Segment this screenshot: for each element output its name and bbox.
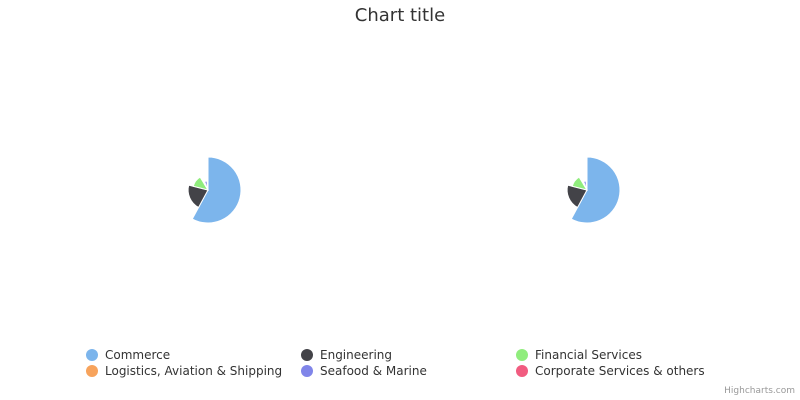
pie-slice-1-5[interactable] — [203, 180, 209, 191]
legend-label: Commerce — [105, 348, 171, 362]
legend-item-financial-services[interactable]: Financial Services — [516, 347, 642, 363]
legend-marker-financial-services — [516, 349, 528, 361]
legend-label: Corporate Services & others — [535, 364, 705, 378]
pie-slice-1-1[interactable] — [191, 156, 242, 224]
pie-slice-2-1[interactable] — [570, 156, 621, 224]
pie-series-1 — [187, 156, 242, 224]
legend-marker-corporate-services — [516, 365, 528, 377]
legend-item-commerce[interactable]: Commerce — [86, 347, 170, 363]
legend-marker-engineering — [301, 349, 313, 361]
legend-marker-seafood-marine — [301, 365, 313, 377]
chart-title: Chart title — [354, 5, 446, 26]
pie-slice-2-2[interactable] — [566, 184, 588, 209]
pie-slice-2-5[interactable] — [582, 180, 588, 191]
pie-slice-1-6[interactable] — [206, 183, 209, 191]
legend-marker-logistics — [86, 365, 98, 377]
legend-label: Engineering — [320, 348, 392, 362]
pie-slice-1-3[interactable] — [192, 176, 210, 191]
pie-series-2 — [566, 156, 621, 224]
legend-item-seafood-marine[interactable]: Seafood & Marine — [301, 363, 427, 379]
legend-label: Seafood & Marine — [320, 364, 427, 378]
legend-label: Financial Services — [535, 348, 642, 362]
legend: Commerce Engineering Financial Services … — [0, 347, 800, 383]
pie-slice-2-6[interactable] — [585, 183, 588, 191]
legend-item-engineering[interactable]: Engineering — [301, 347, 392, 363]
pie-slice-1-2[interactable] — [187, 184, 209, 209]
legend-item-logistics[interactable]: Logistics, Aviation & Shipping — [86, 363, 282, 379]
legend-marker-commerce — [86, 349, 98, 361]
pie-slice-2-3[interactable] — [571, 176, 589, 191]
legend-item-corporate-services[interactable]: Corporate Services & others — [516, 363, 705, 379]
credits-link[interactable]: Highcharts.com — [724, 386, 795, 396]
legend-label: Logistics, Aviation & Shipping — [105, 364, 283, 378]
